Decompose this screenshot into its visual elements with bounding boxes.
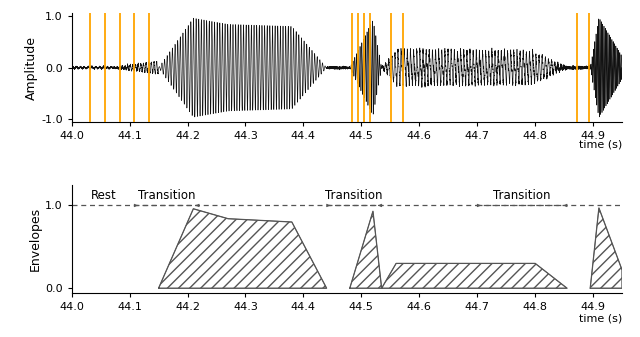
Text: Transition: Transition	[493, 189, 551, 202]
Polygon shape	[350, 211, 381, 288]
Polygon shape	[381, 264, 567, 288]
Text: Transition: Transition	[138, 189, 195, 202]
Y-axis label: Amplitude: Amplitude	[25, 36, 38, 100]
Text: Rest: Rest	[91, 189, 116, 202]
Text: time (s): time (s)	[579, 139, 622, 149]
Y-axis label: Envelopes: Envelopes	[29, 207, 42, 271]
Text: Transition: Transition	[325, 189, 383, 202]
Text: time (s): time (s)	[579, 314, 622, 324]
Polygon shape	[590, 208, 622, 288]
Polygon shape	[159, 209, 326, 288]
